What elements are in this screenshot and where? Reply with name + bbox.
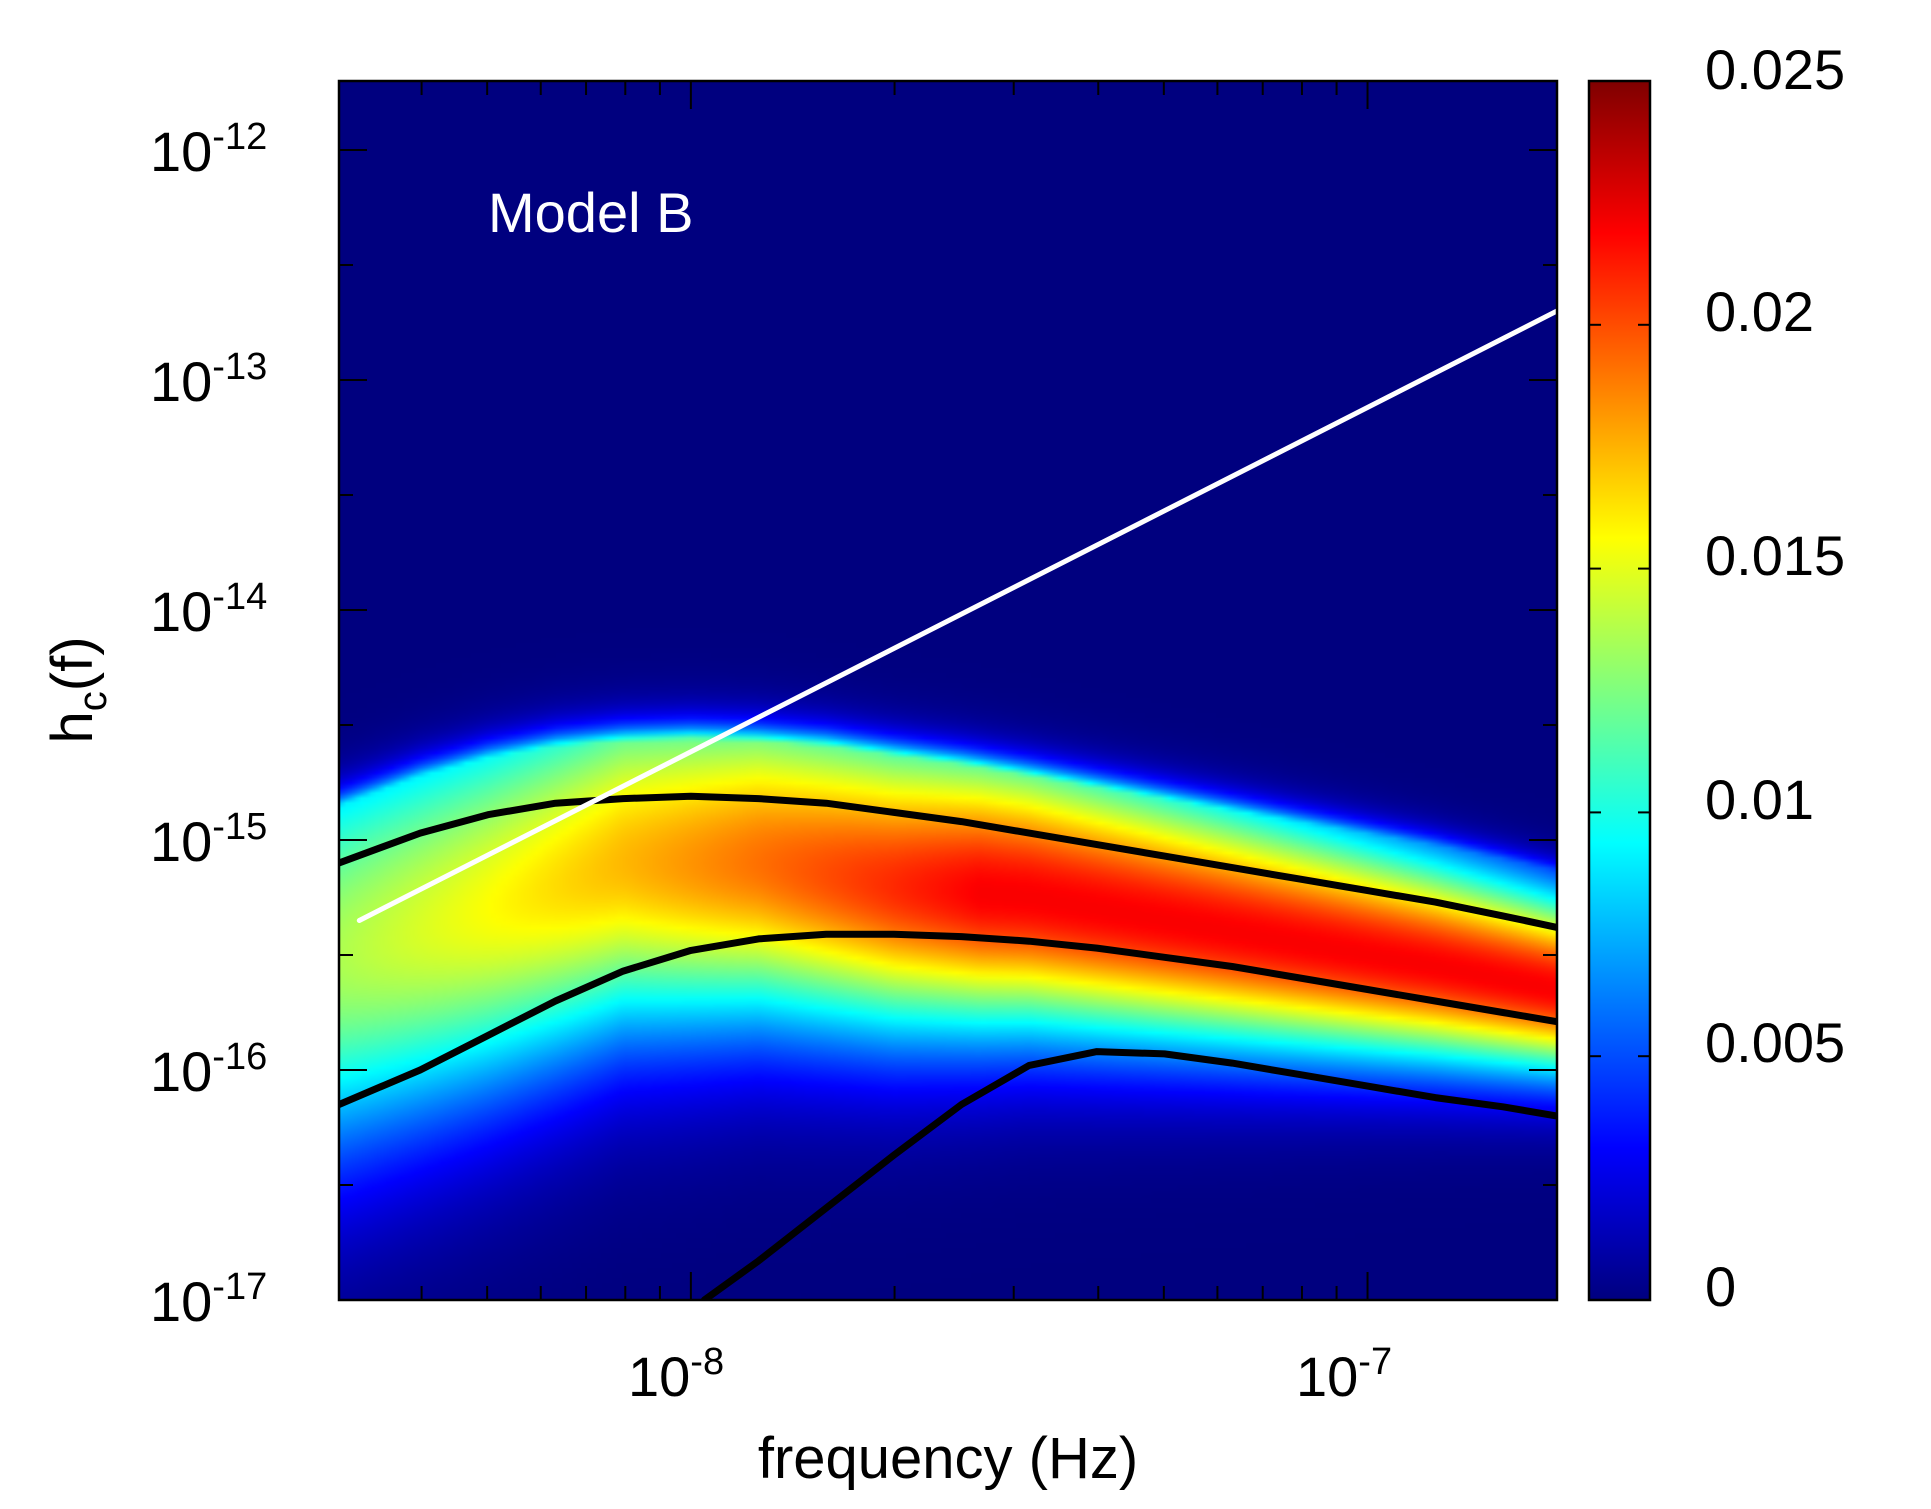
x-axis-label: frequency (Hz) bbox=[758, 1426, 1138, 1491]
median-contour-line bbox=[339, 930, 1557, 1108]
colorbar-label-001: 0.01 bbox=[1705, 768, 1814, 831]
colorbar: 0 0.005 0.01 0.015 0.02 0.025 bbox=[1587, 38, 1845, 1318]
heatmap-image bbox=[339, 81, 1557, 1300]
x-tick-label-1e-7: 10-7 bbox=[1296, 1341, 1392, 1408]
y-axis-ticks bbox=[339, 149, 1557, 1301]
colorbar-gradient bbox=[1587, 79, 1652, 1302]
lower-contour-line bbox=[700, 1048, 1557, 1300]
y-tick-label-1e-12: 10-12 bbox=[150, 116, 267, 183]
y-tick-labels: 10-17 10-16 10-15 10-14 10-13 10-12 bbox=[150, 116, 267, 1333]
y-tick-label-1e-13: 10-13 bbox=[150, 346, 267, 413]
y-tick-label-1e-15: 10-15 bbox=[150, 806, 267, 873]
model-annotation: Model B bbox=[488, 181, 693, 244]
heatmap-area: Model B bbox=[339, 81, 1557, 1300]
upper-contour-line bbox=[339, 792, 1557, 931]
x-tick-labels: 10-8 10-7 bbox=[628, 1341, 1392, 1408]
x-axis-ticks bbox=[420, 81, 1369, 1300]
colorbar-label-002: 0.02 bbox=[1705, 280, 1814, 343]
y-tick-label-1e-16: 10-16 bbox=[150, 1036, 267, 1103]
colorbar-label-0005: 0.005 bbox=[1705, 1011, 1845, 1074]
x-tick-label-1e-8: 10-8 bbox=[628, 1341, 724, 1408]
y-tick-label-1e-14: 10-14 bbox=[150, 576, 267, 643]
colorbar-label-0: 0 bbox=[1705, 1255, 1736, 1318]
colorbar-tick-labels: 0 0.005 0.01 0.015 0.02 0.025 bbox=[1705, 38, 1845, 1318]
colorbar-label-0025: 0.025 bbox=[1705, 38, 1845, 101]
plot-frame bbox=[337, 79, 1559, 1302]
y-tick-label-1e-17: 10-17 bbox=[150, 1266, 267, 1333]
colorbar-ticks bbox=[1589, 80, 1650, 1301]
sensitivity-line-line bbox=[356, 308, 1557, 923]
series-layer bbox=[339, 308, 1557, 1300]
colorbar-label-0015: 0.015 bbox=[1705, 524, 1845, 587]
y-axis-label: hc(f) bbox=[40, 636, 115, 743]
